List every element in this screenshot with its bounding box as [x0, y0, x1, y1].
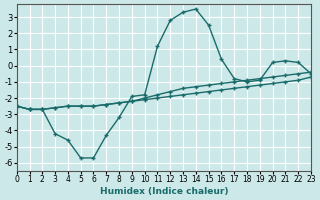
- X-axis label: Humidex (Indice chaleur): Humidex (Indice chaleur): [100, 187, 228, 196]
